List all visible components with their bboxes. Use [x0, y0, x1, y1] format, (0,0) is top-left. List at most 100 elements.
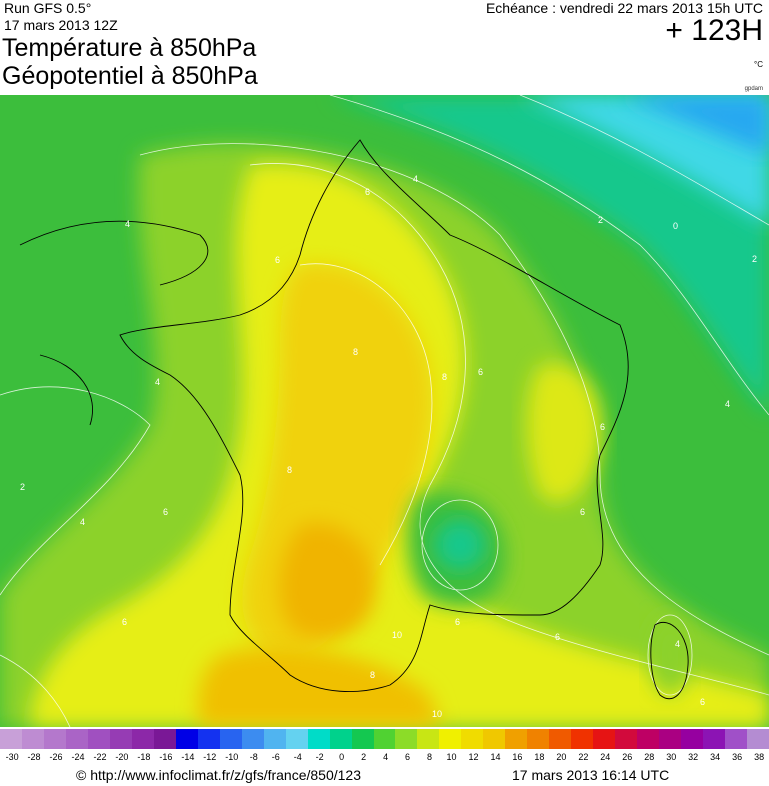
scale-swatch [725, 729, 748, 749]
contour-label: 6 [365, 187, 370, 197]
unit-label: °C [754, 60, 763, 69]
contour-label: 6 [700, 697, 705, 707]
scale-tick-label: -24 [71, 752, 85, 762]
scale-swatch [417, 729, 440, 749]
scale-tick-label: 28 [644, 752, 655, 762]
scale-swatch [747, 729, 769, 749]
scale-tick-label: -10 [225, 752, 239, 762]
scale-swatch [21, 729, 45, 749]
scale-swatch [505, 729, 528, 749]
contour-label: 6 [455, 617, 460, 627]
scale-swatch [571, 729, 594, 749]
scale-tick-label: 12 [468, 752, 479, 762]
contour-label: 8 [353, 347, 358, 357]
scale-tick-label: 18 [534, 752, 545, 762]
scale-swatch [637, 729, 660, 749]
scale-swatch [373, 729, 396, 749]
scale-tick-label: -20 [115, 752, 129, 762]
generation-timestamp: 17 mars 2013 16:14 UTC [512, 767, 670, 783]
scale-tick-label: 0 [339, 752, 345, 762]
contour-label: 8 [370, 670, 375, 680]
scale-tick-label: -12 [203, 752, 217, 762]
scale-tick-label: 26 [622, 752, 633, 762]
scale-swatch [527, 729, 550, 749]
contour-label: 6 [122, 617, 127, 627]
field-teal [330, 95, 769, 415]
forecast-valid-time: Echéance : vendredi 22 mars 2013 15h UTC [485, 0, 763, 16]
scale-tick-label: -2 [315, 752, 324, 762]
scale-swatch [285, 729, 309, 749]
contour-label: 6 [163, 507, 168, 517]
scale-swatch [241, 729, 265, 749]
scale-tick-label: 2 [361, 752, 367, 762]
contour-label: 4 [413, 174, 418, 184]
scale-swatch [0, 729, 23, 749]
scale-tick-label: -28 [27, 752, 41, 762]
contour-label: 4 [125, 219, 130, 229]
forecast-hours: + 123H [665, 14, 763, 47]
contour-label: 8 [442, 372, 447, 382]
contour-label: 0 [673, 221, 678, 231]
contour-label: 4 [155, 377, 160, 387]
scale-swatch [65, 729, 89, 749]
scale-tick-label: 38 [754, 752, 765, 762]
run-label: Run GFS 0.5° [4, 0, 92, 16]
field-cold-core [620, 95, 769, 155]
color-scale-ticks: -30 -28 -26 -24 -22 -20 -18 -16 -14 -12 -10 -8 -6 -4-… [0, 752, 769, 766]
contour-label: 2 [752, 254, 757, 264]
contour-label: 10 [432, 709, 442, 719]
scale-tick-label: -18 [137, 752, 151, 762]
scale-tick-label: 20 [556, 752, 567, 762]
scale-tick-label: 30 [666, 752, 677, 762]
contour-label: 8 [287, 465, 292, 475]
scale-tick-label: 14 [490, 752, 501, 762]
scale-tick-label: -14 [181, 752, 195, 762]
scale-swatch [681, 729, 704, 749]
scale-swatch [263, 729, 287, 749]
scale-tick-label: 32 [688, 752, 699, 762]
contour-label: 6 [580, 507, 585, 517]
scale-tick-label: -22 [93, 752, 107, 762]
scale-swatch [593, 729, 616, 749]
credit-label: gpdam [744, 86, 763, 92]
contour-label: 6 [555, 632, 560, 642]
scale-swatch [615, 729, 638, 749]
scale-swatch [307, 729, 331, 749]
scale-tick-label: 4 [383, 752, 389, 762]
scale-swatch [329, 729, 353, 749]
scale-tick-label: -8 [249, 752, 258, 762]
scale-tick-label: 22 [578, 752, 589, 762]
scale-tick-label: 10 [446, 752, 457, 762]
scale-tick-label: 8 [427, 752, 433, 762]
scale-tick-label: 24 [600, 752, 611, 762]
contour-label: 6 [275, 255, 280, 265]
field-yellow-east [526, 363, 602, 503]
source-url: © http://www.infoclimat.fr/z/gfs/france/… [76, 767, 361, 783]
contour-labels: 4 4 4 4 6 6 6 6 6 6 6 6 8 8 8 8 10 10 2 … [20, 174, 757, 719]
scale-tick-label: 34 [710, 752, 721, 762]
field-warm-south [198, 647, 440, 727]
temperature-map: 4 4 4 4 6 6 6 6 6 6 6 6 8 8 8 8 10 10 2 … [0, 95, 769, 727]
scale-tick-label: 36 [732, 752, 743, 762]
scale-swatch [659, 729, 682, 749]
contour-label: 2 [20, 482, 25, 492]
contour-label: 10 [392, 630, 402, 640]
contour-label: 4 [725, 399, 730, 409]
scale-swatch [703, 729, 726, 749]
scale-swatch [461, 729, 484, 749]
scale-swatch [131, 729, 155, 749]
contour-label: 4 [80, 517, 85, 527]
field-warm-core [279, 523, 376, 639]
contour-label: 2 [598, 215, 603, 225]
scale-tick-label: -4 [293, 752, 302, 762]
field-alps-core [435, 520, 485, 570]
scale-swatch [439, 729, 462, 749]
scale-tick-label: -16 [159, 752, 173, 762]
scale-swatch [153, 729, 177, 749]
scale-tick-label: -30 [5, 752, 19, 762]
scale-swatch [109, 729, 133, 749]
scale-tick-label: 6 [405, 752, 411, 762]
scale-swatch [87, 729, 111, 749]
title-temperature: Température à 850hPa [2, 34, 257, 62]
scale-swatch [219, 729, 243, 749]
